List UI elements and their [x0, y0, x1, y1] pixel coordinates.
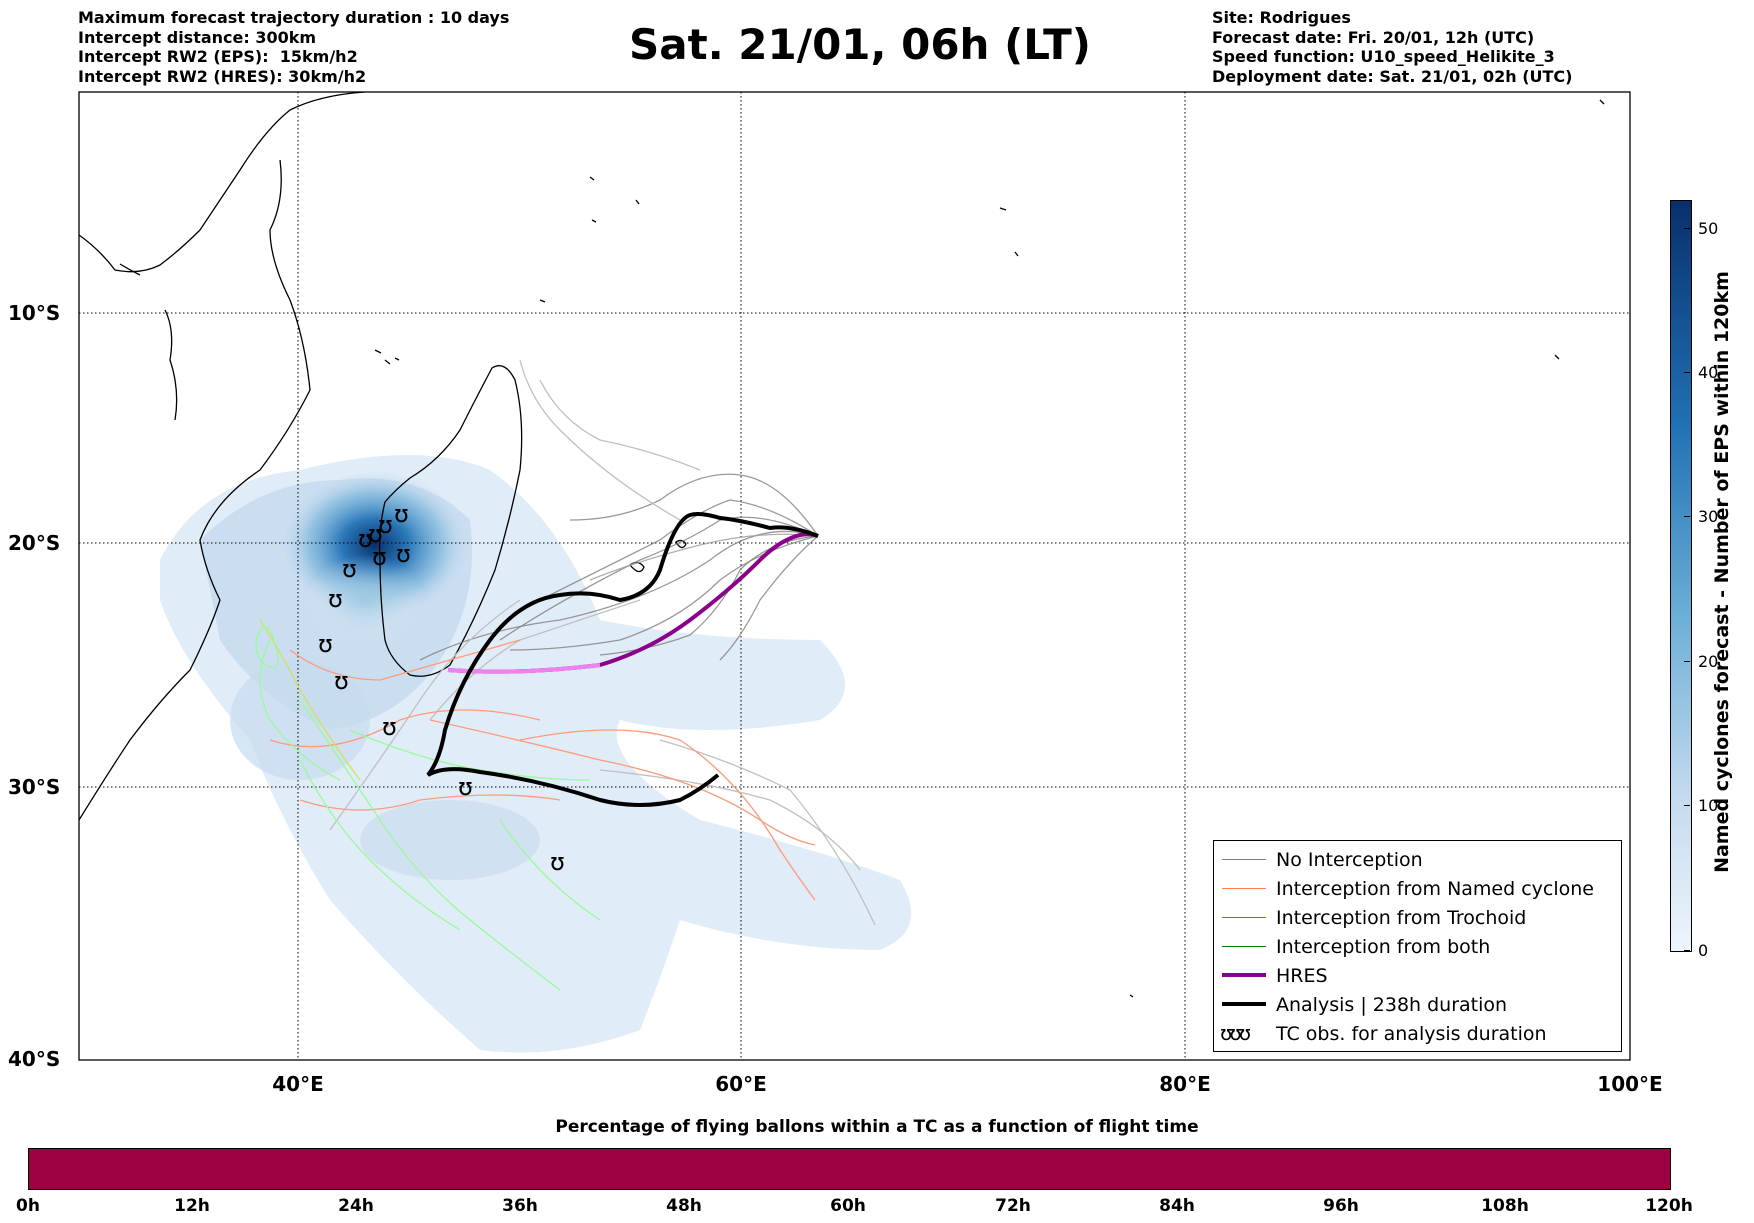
- tc-obs-symbol: ʊ: [334, 667, 349, 695]
- legend-label: No Interception: [1276, 849, 1423, 871]
- legend-label: TC obs. for analysis duration: [1276, 1023, 1547, 1045]
- tc-symbol-icon: ʊʊʊ: [1220, 1021, 1251, 1045]
- header-left-line: Intercept distance: 300km: [78, 27, 317, 47]
- colorbar-tickmark: [1684, 950, 1690, 951]
- flight-time-tick: 72h: [995, 1196, 1031, 1216]
- hres-track-early: [447, 663, 601, 674]
- flight-time-tick: 12h: [174, 1196, 210, 1216]
- flight-time-tick: 96h: [1323, 1196, 1359, 1216]
- tc-obs-symbol: ʊ: [318, 630, 333, 658]
- eps-colorbar: [1670, 200, 1692, 952]
- tc-obs-symbol: ʊ: [342, 555, 357, 583]
- legend-label: Interception from Named cyclone: [1276, 878, 1594, 900]
- legend-item: ʊʊʊ TC obs. for analysis duration: [1214, 1021, 1621, 1047]
- flight-time-colorbar: [28, 1148, 1671, 1190]
- header-right-line: Speed function: U10_speed_Helikite_3: [1212, 47, 1555, 66]
- colorbar-tick: 20: [1698, 652, 1719, 671]
- lon-label: 100°E: [1597, 1072, 1662, 1096]
- tc-obs-symbol: ʊ: [382, 713, 397, 741]
- tc-obs-symbol: ʊ: [378, 511, 393, 539]
- legend-item: Analysis | 238h duration: [1214, 992, 1621, 1018]
- flight-time-tick: 0h: [16, 1196, 40, 1216]
- colorbar-tick: 30: [1698, 507, 1719, 526]
- header-left-info: Maximum forecast trajectory duration : 1…: [78, 8, 509, 86]
- tc-obs-symbol: ʊ: [358, 525, 373, 553]
- legend-label: HRES: [1276, 965, 1328, 987]
- legend-swatch: [1222, 973, 1266, 977]
- header-right-line: Site: Rodrigues: [1212, 8, 1351, 27]
- legend-label: Interception from both: [1276, 936, 1491, 958]
- map-plot-area: ʊ ʊ ʊ ʊ ʊ ʊ ʊ ʊ ʊ ʊ ʊ ʊ ʊ: [79, 92, 1630, 1060]
- legend-item: Interception from both: [1214, 934, 1621, 960]
- legend-item: Interception from Named cyclone: [1214, 876, 1621, 902]
- map-legend: No Interception Interception from Named …: [1213, 840, 1622, 1052]
- flight-time-tick: 108h: [1481, 1196, 1529, 1216]
- flight-time-tick: 48h: [666, 1196, 702, 1216]
- legend-swatch: [1222, 859, 1266, 860]
- lon-label: 80°E: [1159, 1072, 1211, 1096]
- coastlines: [79, 92, 1605, 998]
- header-right-line: Deployment date: Sat. 21/01, 02h (UTC): [1212, 66, 1573, 86]
- analysis-track: [426, 512, 819, 807]
- legend-swatch: [1222, 946, 1266, 947]
- longitude-labels: 40°E 60°E 80°E 100°E: [272, 1072, 1662, 1096]
- tc-obs-symbol: ʊ: [458, 773, 473, 801]
- colorbar-tickmark: [1684, 516, 1690, 517]
- tc-obs-symbol: ʊ: [394, 500, 409, 528]
- colorbar-tickmark: [1684, 661, 1690, 662]
- lat-label: 20°S: [8, 531, 60, 555]
- tc-obs-symbol: ʊ: [368, 520, 383, 548]
- legend-swatch: [1222, 1002, 1266, 1006]
- map-title: Sat. 21/01, 06h (LT): [629, 20, 1091, 69]
- colorbar-tick: 40: [1698, 363, 1719, 382]
- colorbar-tick: 0: [1698, 941, 1709, 960]
- header-right-line: Forecast date: Fri. 20/01, 12h (UTC): [1212, 27, 1535, 47]
- colorbar-tickmark: [1684, 372, 1690, 373]
- legend-label: Analysis | 238h duration: [1276, 994, 1508, 1016]
- lat-label: 30°S: [8, 775, 60, 799]
- lat-label: 40°S: [8, 1047, 60, 1071]
- lon-label: 60°E: [715, 1072, 767, 1096]
- legend-swatch: [1222, 888, 1266, 889]
- header-left-line: Maximum forecast trajectory duration : 1…: [78, 8, 510, 27]
- colorbar-tick: 10: [1698, 796, 1719, 815]
- eps-density-field: [160, 455, 912, 1053]
- header-left-line: Intercept RW2 (HRES): 30km/h2: [78, 66, 367, 86]
- legend-item: HRES: [1214, 963, 1621, 989]
- colorbar-tickmark: [1684, 805, 1690, 806]
- flight-time-tick: 24h: [338, 1196, 374, 1216]
- tc-obs-symbol: ʊ: [550, 848, 565, 876]
- header-right-info: Site: Rodrigues Forecast date: Fri. 20/0…: [1212, 8, 1572, 86]
- flight-time-tick: 36h: [502, 1196, 538, 1216]
- bottom-colorbar-title: Percentage of flying ballons within a TC…: [555, 1117, 1199, 1137]
- legend-item: Interception from Trochoid: [1214, 905, 1621, 931]
- colorbar-tickmark: [1684, 228, 1690, 229]
- lat-label: 10°S: [8, 301, 60, 325]
- tc-obs-symbol: ʊ: [328, 585, 343, 613]
- legend-swatch: [1222, 917, 1266, 918]
- latitude-labels: 10°S 20°S 30°S 40°S: [8, 301, 60, 1071]
- header-left-line: Intercept RW2 (EPS): 15km/h2: [78, 47, 358, 66]
- flight-time-tick: 60h: [830, 1196, 866, 1216]
- legend-label: Interception from Trochoid: [1276, 907, 1527, 929]
- tc-observations: ʊ ʊ ʊ ʊ ʊ ʊ ʊ ʊ ʊ ʊ ʊ ʊ ʊ: [318, 500, 565, 876]
- legend-item: No Interception: [1214, 847, 1621, 873]
- lon-label: 40°E: [272, 1072, 324, 1096]
- tc-obs-symbol: ʊ: [372, 543, 387, 571]
- colorbar-tick: 50: [1698, 219, 1719, 238]
- flight-time-tick: 84h: [1159, 1196, 1195, 1216]
- flight-time-tick: 120h: [1645, 1196, 1693, 1216]
- tc-obs-symbol: ʊ: [396, 540, 411, 568]
- map-frame: [78, 91, 1631, 1061]
- colorbar-label: Named cyclones forecast - Number of EPS …: [1711, 271, 1733, 873]
